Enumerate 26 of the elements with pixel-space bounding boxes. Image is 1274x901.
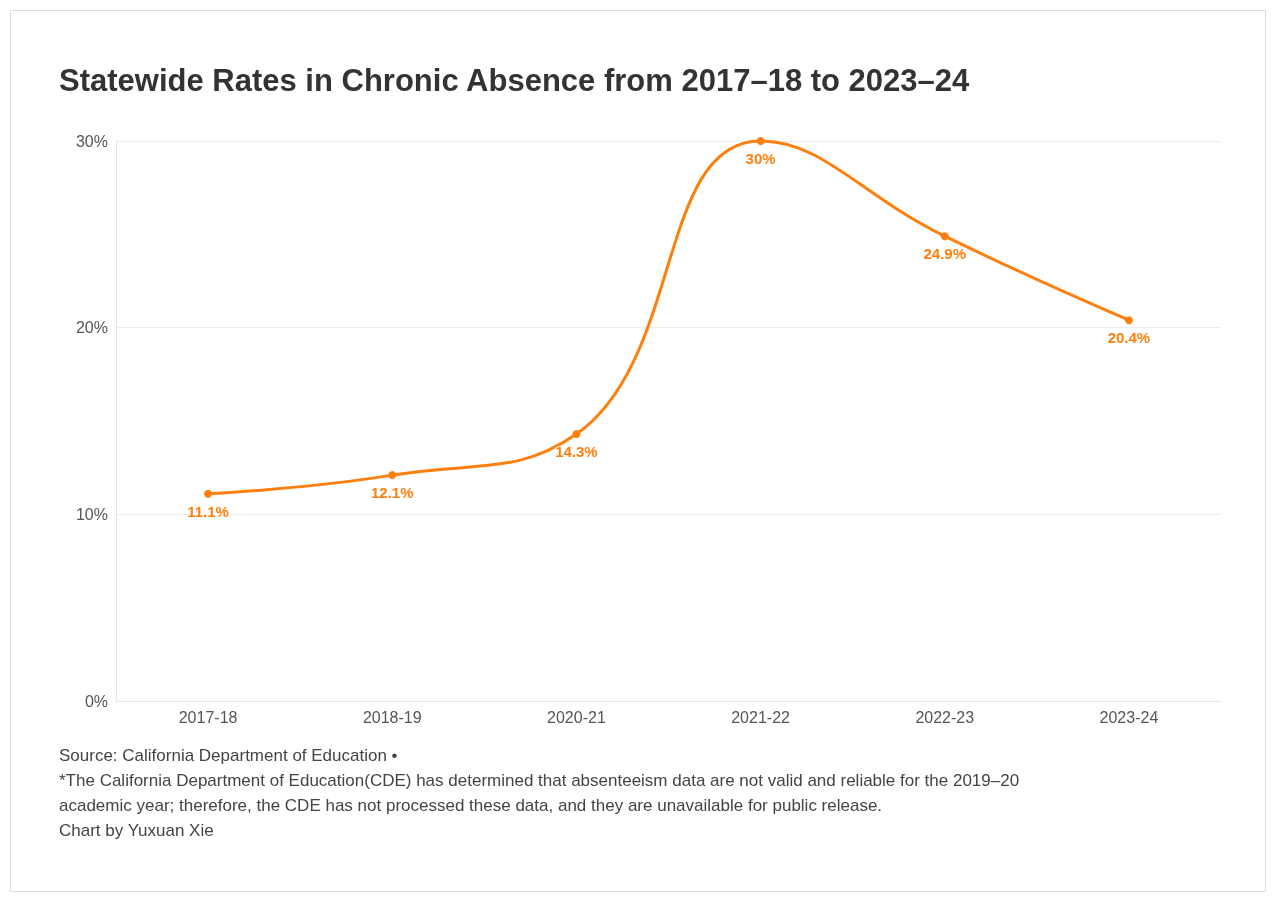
chart-title: Statewide Rates in Chronic Absence from 2017–18 to 2023–24 xyxy=(59,63,970,99)
y-tick-label: 20% xyxy=(75,319,108,337)
x-tick-label: 2018-19 xyxy=(362,708,422,726)
point xyxy=(756,137,765,145)
text: *The California Department of Education(CDE) has determined that absenteeism data are not valid and reliable for the 2019–20 academic year; therefore, the CDE has not processed these data, and they are unavailable for public release. xyxy=(59,770,1021,817)
data-label: 14.3% xyxy=(555,443,598,461)
point xyxy=(388,471,397,480)
text: Chart by Yuxuan Xie xyxy=(59,820,215,842)
source-note: Source: California Department of Education • xyxy=(59,745,399,767)
point xyxy=(572,430,581,439)
data-label: 20.4% xyxy=(1107,329,1151,347)
data-label: 30% xyxy=(745,150,776,167)
data-label: 12.1% xyxy=(370,484,414,502)
x-tick-label: 2023-24 xyxy=(1099,708,1159,726)
y-tick-label: 0% xyxy=(84,692,108,710)
point xyxy=(1124,316,1133,325)
point xyxy=(940,232,949,241)
y-tick-label: 10% xyxy=(75,505,108,523)
x-tick-label: 2020-21 xyxy=(547,708,606,726)
point xyxy=(204,489,213,498)
data-label: 24.9% xyxy=(923,245,967,263)
data-label: 11.1% xyxy=(187,502,229,520)
x-tick-label: 2021-22 xyxy=(731,708,791,726)
x-tick-label: 2022-23 xyxy=(915,708,975,726)
x-tick-label: 2017-18 xyxy=(178,708,238,726)
y-tick-label: 30% xyxy=(75,132,108,150)
